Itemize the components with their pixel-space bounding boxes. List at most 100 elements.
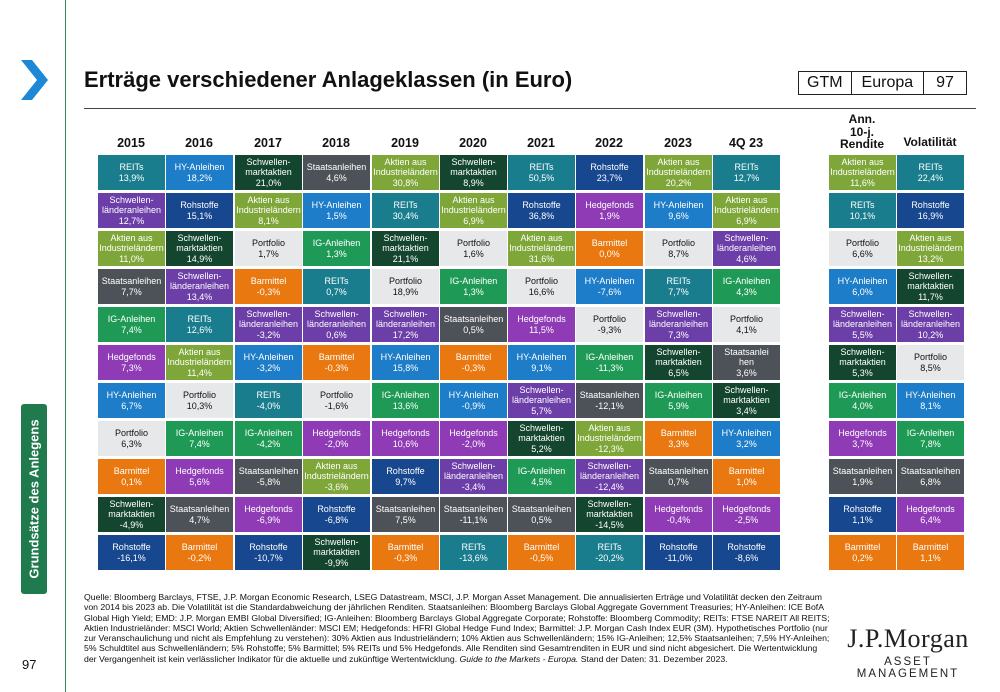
return-cell: HY-Anleihen 9,1% [508,345,575,380]
return-cell: HY-Anleihen 1,5% [303,193,370,228]
cell-return-value: 0,2% [852,552,873,563]
cell-asset-label: IG-Anleihen [381,390,430,400]
return-cell: Barmittel -0,3% [372,535,439,570]
return-cell: Aktien aus Industrieländern 6,9% [713,193,780,228]
badge-region: Europa [850,72,924,94]
cell-return-value: 13,4% [186,291,213,302]
cell-return-value: -6,8% [324,514,349,525]
cell-return-value: 18,9% [392,286,419,297]
return-cell: Rohstoffe -11,0% [645,535,712,570]
cell-return-value: 7,4% [121,324,142,335]
cell-asset-label: Barmittel [660,428,697,438]
return-cell: Aktien aus Industrieländern 31,6% [508,231,575,266]
column-header-summary: Volatilität [903,135,957,149]
cell-return-value: 1,1% [852,514,873,525]
cell-return-value: 12,7% [118,215,145,226]
cell-return-value: -16,1% [117,552,146,563]
cell-asset-label: Hedgefonds [449,428,498,438]
cell-return-value: 0,0% [599,248,620,259]
cell-asset-label: Portfolio [845,238,880,248]
logo-main-text: J.P.Morgan [847,624,969,653]
cell-asset-label: Rohstoffe [522,200,561,210]
cell-return-value: 11,7% [918,291,943,302]
return-cell: REITs 50,5% [508,155,575,190]
column-header-year: 2022 [595,136,623,150]
return-cell: Portfolio 6,3% [98,421,165,456]
cell-return-value: 5,2% [531,443,552,454]
return-cell: Portfolio 1,6% [440,231,507,266]
cell-return-value: 4,5% [531,476,552,487]
return-cell: Barmittel 0,2% [829,535,896,570]
cell-return-value: 22,4% [917,172,944,183]
cell-asset-label: Hedgefonds [381,428,430,438]
cell-return-value: 3,3% [668,438,689,449]
cell-return-value: 9,7% [395,476,416,487]
cell-asset-label: Rohstoffe [659,542,698,552]
cell-asset-label: Portfolio [182,390,217,400]
return-cell: Schwellen- marktaktien -9,9% [303,535,370,570]
return-cell: Staatsanleihen 4,7% [166,497,233,532]
cell-asset-label: Portfolio [661,238,696,248]
cell-asset-label: HY-Anleihen [448,390,499,400]
cell-asset-label: Schwellen- marktaktien [176,232,223,254]
footnote-text: Quelle: Bloomberg Barclays, FTSE, J.P. M… [84,592,830,664]
return-cell: Schwellen- marktaktien 14,9% [166,231,233,266]
cell-asset-label: Portfolio [592,314,627,324]
return-cell: Rohstoffe 23,7% [576,155,643,190]
return-cell: Barmittel -0,3% [303,345,370,380]
cell-return-value: 7,3% [121,362,142,373]
cell-asset-label: IG-Anleihen [244,428,293,438]
cell-return-value: -3,2% [256,329,281,340]
cell-return-value: -14,5% [595,519,624,530]
cell-return-value: 31,6% [528,253,555,264]
cell-asset-label: Rohstoffe [386,466,425,476]
cell-asset-label: REITs [529,162,554,172]
return-cell: IG-Anleihen -11,3% [576,345,643,380]
cell-asset-label: HY-Anleihen [174,162,225,172]
section-tab [21,404,47,594]
return-cell: Hedgefonds -2,5% [713,497,780,532]
return-cell: IG-Anleihen 13,6% [372,383,439,418]
cell-asset-label: REITs [918,162,943,172]
return-cell: Portfolio -1,6% [303,383,370,418]
return-cell: Schwellen- länderanleihen 0,6% [303,307,370,342]
cell-asset-label: Hedgefonds [244,504,293,514]
return-cell: Rohstoffe -16,1% [98,535,165,570]
return-cell: Barmittel -0,3% [440,345,507,380]
return-cell: IG-Anleihen 7,4% [166,421,233,456]
return-cell: HY-Anleihen -3,2% [235,345,302,380]
cell-return-value: 11,4% [187,367,212,378]
return-cell: HY-Anleihen 15,8% [372,345,439,380]
cell-return-value: 4,0% [852,400,873,411]
badge-page: 97 [923,72,966,94]
cell-asset-label: Barmittel [523,542,560,552]
cell-asset-label: Barmittel [728,466,765,476]
return-cell: Rohstoffe 36,8% [508,193,575,228]
return-cell: IG-Anleihen 5,9% [645,383,712,418]
cell-asset-label: REITs [850,200,875,210]
return-cell: HY-Anleihen 6,7% [98,383,165,418]
cell-return-value: 13,6% [392,400,419,411]
cell-return-value: 1,9% [599,210,620,221]
column-header-year: 2016 [185,136,213,150]
return-cell: Staatsanleihen -11,1% [440,497,507,532]
badge-gtm: GTM [807,74,843,91]
return-cell: Schwellen- marktaktien -14,5% [576,497,643,532]
logo-sub-text: ASSET MANAGEMENT [856,656,960,680]
column-header-year: 2020 [459,136,487,150]
cell-asset-label: Aktien aus Industrieländern [898,232,963,254]
cell-asset-label: Staatsanleihen [375,504,436,514]
return-cell: Barmittel 0,0% [576,231,643,266]
cell-asset-label: IG-Anleihen [585,352,634,362]
cell-return-value: -0,2% [187,552,212,563]
return-cell: HY-Anleihen 3,2% [713,421,780,456]
return-cell: Portfolio 18,9% [372,269,439,304]
cell-asset-label: Schwellen- marktaktien [108,498,155,520]
cell-asset-label: IG-Anleihen [175,428,224,438]
cell-asset-label: Schwellen- länderanleihen [648,308,709,330]
return-cell: Staatsanleihen 0,5% [508,497,575,532]
return-cell: Schwellen- länderanleihen 7,3% [645,307,712,342]
cell-return-value: 3,2% [736,438,757,449]
cell-return-value: 8,9% [463,177,484,188]
cell-asset-label: Schwellen- länderanleihen [716,232,777,254]
